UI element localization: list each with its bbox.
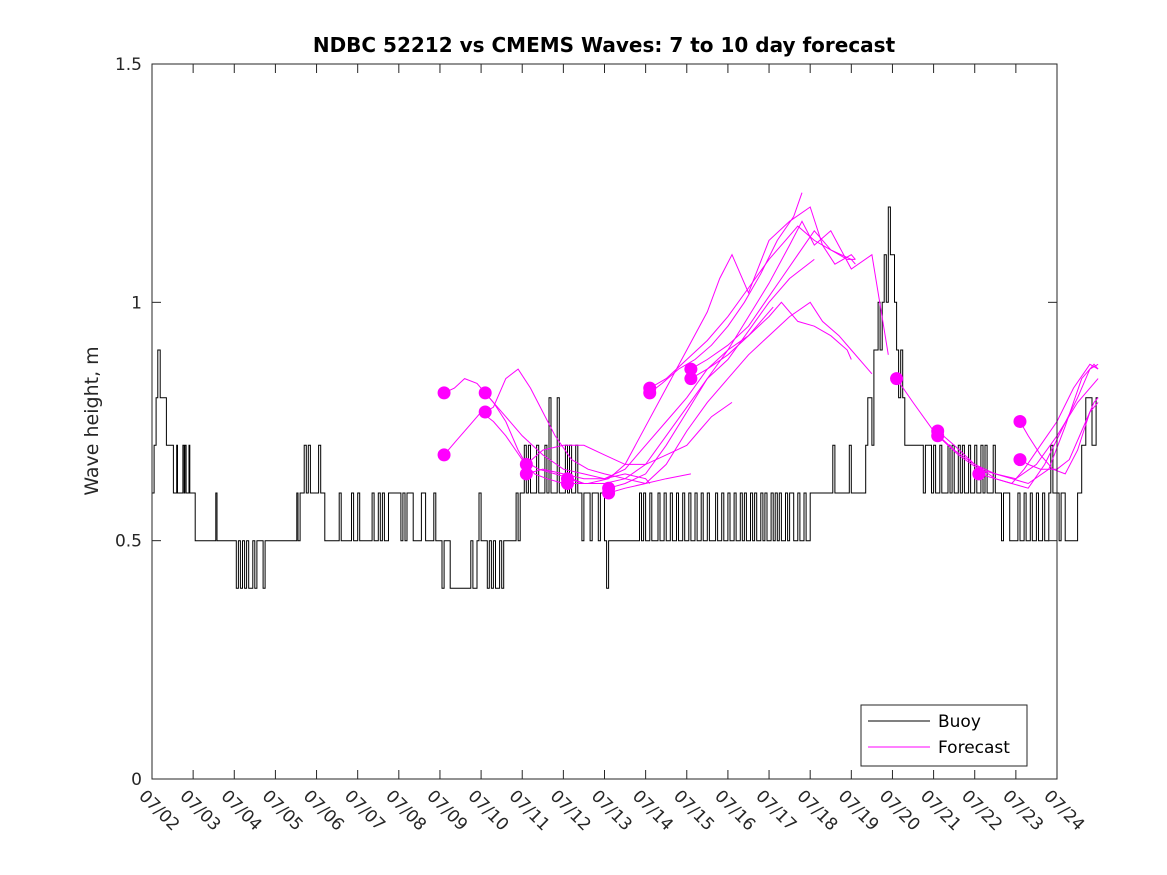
forecast-line [1019,397,1099,470]
y-tick-label: 0.5 [115,532,142,552]
forecast-line [937,363,1099,485]
forecast-start-marker [437,386,451,400]
legend-box [860,704,1028,767]
forecast-line [937,363,1099,485]
forecast-start-marker [519,457,533,471]
forecast-start-marker [643,381,657,395]
forecast-line [484,392,651,484]
forecast-line [649,192,803,394]
forecast-start-marker [890,372,904,386]
legend-buoy-label: Buoy [938,712,981,732]
y-tick-label: 1.5 [115,55,142,75]
forecast-start-marker [684,372,698,386]
forecast-start-marker [478,405,492,419]
forecast-start-marker [1013,415,1027,428]
forecast-line [690,229,856,370]
forecast-start-marker [519,467,533,481]
forecast-start-marker [437,448,451,462]
forecast-line [690,301,852,380]
y-tick-label: 1 [131,293,142,313]
legend-forecast-label: Forecast [938,738,1010,758]
buoy-series [152,206,1099,589]
forecast-line [525,401,733,465]
forecast-line [608,220,889,489]
forecast-series-group [437,192,1099,500]
forecast-start-marker [560,476,574,490]
y-tick-label: 0 [131,770,142,790]
legend: Buoy Forecast [860,704,1028,767]
forecast-start-marker [602,486,616,500]
forecast-line [484,368,691,485]
forecast-line [608,301,873,494]
plot-area [152,64,1057,779]
forecast-line [443,378,568,489]
y-axis-label: Wave height, m [81,346,103,495]
forecast-start-marker [684,362,698,376]
forecast-line [1019,402,1099,475]
buoy-line [152,206,1099,589]
forecast-line [567,206,856,484]
forecast-start-marker [1013,453,1027,467]
forecast-start-marker [478,386,492,400]
forecast-start-marker [931,429,945,443]
forecast-line [978,363,1099,489]
forecast-start-marker [972,467,986,481]
chart-title: NDBC 52212 vs CMEMS Waves: 7 to 10 day f… [313,33,896,57]
